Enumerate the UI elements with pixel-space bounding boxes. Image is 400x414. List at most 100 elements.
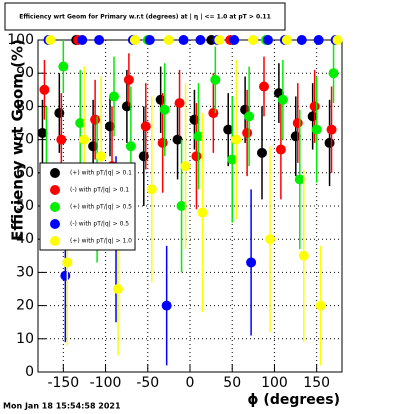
marker bbox=[54, 108, 65, 119]
marker bbox=[292, 118, 303, 128]
marker bbox=[227, 154, 238, 165]
x-tick-label: -150 bbox=[47, 375, 79, 391]
marker bbox=[60, 270, 71, 281]
marker bbox=[129, 35, 140, 45]
y-tick-label: 90 bbox=[16, 65, 34, 81]
marker bbox=[296, 35, 307, 45]
marker bbox=[163, 35, 174, 45]
marker bbox=[315, 300, 326, 311]
marker bbox=[309, 101, 320, 112]
y-tick-label: 10 bbox=[16, 331, 34, 347]
marker bbox=[275, 144, 286, 155]
marker bbox=[197, 207, 208, 218]
x-axis-label: ϕ (degrees) bbox=[247, 392, 340, 408]
marker bbox=[109, 91, 119, 102]
y-tick-label: 40 bbox=[16, 231, 34, 247]
marker bbox=[281, 35, 292, 45]
marker bbox=[125, 141, 136, 152]
y-tick-label: 50 bbox=[16, 198, 34, 214]
y-tick-label: 30 bbox=[16, 264, 34, 280]
legend-marker bbox=[50, 168, 60, 178]
marker bbox=[138, 151, 149, 162]
marker bbox=[326, 124, 337, 135]
legend-marker bbox=[50, 236, 60, 246]
marker bbox=[79, 134, 90, 145]
marker bbox=[180, 161, 191, 172]
x-tick-label: -50 bbox=[136, 375, 159, 391]
marker bbox=[176, 201, 187, 211]
x-tick-label: 150 bbox=[303, 375, 330, 391]
marker bbox=[328, 68, 339, 79]
marker bbox=[140, 121, 151, 132]
marker bbox=[277, 94, 288, 105]
marker bbox=[123, 74, 134, 85]
marker bbox=[45, 35, 56, 45]
marker bbox=[263, 35, 273, 45]
marker bbox=[294, 174, 305, 185]
marker bbox=[62, 257, 73, 268]
marker bbox=[265, 234, 275, 245]
y-tick-label: 20 bbox=[16, 298, 34, 314]
marker bbox=[94, 35, 105, 45]
marker bbox=[157, 137, 168, 148]
legend-marker bbox=[50, 202, 60, 212]
marker bbox=[210, 74, 221, 85]
x-tick-label: 0 bbox=[186, 375, 195, 391]
marker bbox=[244, 111, 255, 122]
legend: (+) with pT/|q| > 0.1 (-) with pT/|q| > 0… bbox=[39, 162, 136, 251]
marker bbox=[90, 114, 101, 125]
legend-label: (+) with pT/|q| > 0.5 bbox=[70, 204, 132, 211]
marker bbox=[161, 300, 172, 311]
marker bbox=[58, 61, 69, 72]
marker bbox=[159, 104, 170, 115]
x-tick-label: 100 bbox=[261, 375, 288, 391]
marker bbox=[146, 184, 157, 195]
y-tick-label: 100 bbox=[7, 32, 34, 48]
marker bbox=[257, 147, 267, 158]
legend-label: (+) with pT/|q| > 0.1 bbox=[70, 170, 132, 177]
y-tick-label: 0 bbox=[25, 364, 34, 380]
y-axis-label: Efficiency wrt Geom (%) bbox=[9, 39, 27, 241]
legend-marker bbox=[50, 219, 60, 229]
marker bbox=[37, 127, 48, 138]
marker bbox=[191, 151, 202, 162]
y-tick-label: 80 bbox=[16, 98, 34, 114]
marker bbox=[332, 35, 343, 45]
marker bbox=[298, 250, 309, 261]
legend-label: (-) with pT/|q| > 0.1 bbox=[70, 187, 129, 194]
marker bbox=[193, 131, 204, 142]
marker bbox=[229, 35, 240, 45]
marker bbox=[214, 35, 225, 45]
marker bbox=[96, 151, 107, 162]
marker bbox=[208, 108, 219, 119]
marker bbox=[313, 35, 324, 45]
marker bbox=[56, 134, 67, 145]
legend-marker bbox=[50, 185, 60, 195]
marker bbox=[75, 118, 86, 128]
marker bbox=[231, 134, 242, 145]
marker bbox=[77, 35, 88, 45]
title-box bbox=[4, 2, 286, 31]
marker bbox=[248, 35, 259, 45]
marker bbox=[246, 257, 257, 268]
chart-title: Efficiency wrt Geom for Primary w.r.t (d… bbox=[19, 14, 271, 21]
series bbox=[45, 35, 343, 366]
marker bbox=[39, 84, 50, 95]
marker bbox=[195, 35, 206, 45]
marker bbox=[178, 35, 189, 45]
x-tick-label: -100 bbox=[90, 375, 122, 391]
marker bbox=[144, 35, 155, 45]
y-tick-label: 70 bbox=[16, 132, 34, 148]
marker bbox=[259, 81, 269, 92]
marker bbox=[223, 124, 234, 135]
marker bbox=[113, 284, 123, 294]
legend-label: (+) with pT/|q| > 1.0 bbox=[70, 238, 132, 245]
marker bbox=[172, 134, 183, 145]
x-tick-label: 50 bbox=[223, 375, 241, 391]
marker bbox=[311, 124, 322, 135]
y-tick-label: 60 bbox=[16, 165, 34, 181]
legend-label: (-) with pT/|q| > 0.5 bbox=[70, 221, 129, 228]
timestamp: Mon Jan 18 15:54:58 2021 bbox=[3, 402, 121, 411]
marker bbox=[174, 98, 185, 109]
